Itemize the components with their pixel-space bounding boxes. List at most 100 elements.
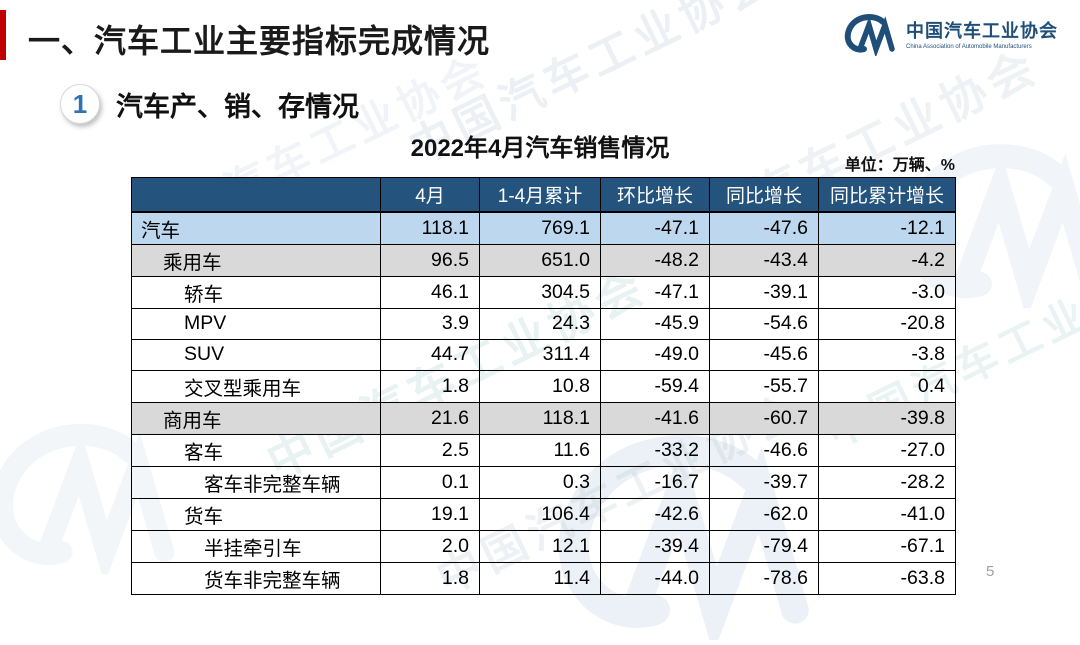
cell-value: -62.0	[709, 497, 819, 531]
page-number: 5	[986, 563, 995, 580]
cell-value: 311.4	[479, 338, 601, 371]
cell-value: 21.6	[380, 401, 480, 435]
table-row: 轿车 46.1 304.5 -47.1 -39.1 -3.0	[131, 275, 956, 309]
caam-logo: 中国汽车工业协会 China Association of Automobile…	[839, 12, 1058, 61]
cell-value: 2.5	[380, 433, 480, 467]
cell-value: 12.1	[479, 529, 601, 563]
table-row: 汽车 118.1 769.1 -47.1 -47.6 -12.1	[131, 211, 956, 245]
cell-value: 118.1	[380, 211, 480, 245]
header-cell	[131, 177, 381, 213]
cell-value: -48.2	[600, 243, 710, 277]
row-label: MPV	[131, 307, 381, 340]
cell-value: -33.2	[600, 433, 710, 467]
cell-value: 106.4	[479, 497, 601, 531]
row-label: 汽车	[131, 211, 381, 245]
table-title: 2022年4月汽车销售情况	[410, 135, 670, 162]
cell-value: 11.4	[479, 561, 601, 595]
cell-value: -46.6	[709, 433, 819, 467]
cell-value: -42.6	[600, 497, 710, 531]
row-label: 商用车	[131, 401, 381, 435]
table-row: 半挂牵引车 2.0 12.1 -39.4 -79.4 -67.1	[131, 529, 956, 563]
logo-name-cn: 中国汽车工业协会	[906, 21, 1058, 42]
row-label: 客车	[131, 433, 381, 467]
table-row: 交叉型乘用车 1.8 10.8 -59.4 -55.7 0.4	[131, 369, 956, 403]
sales-table-header: 4月 1-4月累计 环比增长 同比增长 同比累计增长	[131, 177, 956, 213]
cell-value: 1.8	[380, 369, 480, 403]
header-cell: 环比增长	[600, 177, 710, 213]
slide-root: 一、汽车工业主要指标完成情况 中国汽车工业协会 China Associatio…	[0, 10, 1058, 595]
cell-value: 304.5	[479, 275, 601, 309]
cell-value: -27.0	[818, 433, 956, 467]
table-row: 货车 19.1 106.4 -42.6 -62.0 -41.0	[131, 497, 956, 531]
cell-value: 19.1	[380, 497, 480, 531]
page-title: 一、汽车工业主要指标完成情况	[28, 23, 491, 59]
cell-value: 651.0	[479, 243, 601, 277]
cell-value: -47.6	[709, 211, 819, 245]
cell-value: -4.2	[818, 243, 956, 277]
cell-value: -20.8	[818, 307, 956, 340]
table-row: SUV 44.7 311.4 -49.0 -45.6 -3.8	[131, 338, 956, 371]
red-accent-bar	[0, 10, 6, 60]
cell-value: -43.4	[709, 243, 819, 277]
cell-value: 0.1	[380, 465, 480, 499]
cell-value: -3.8	[818, 338, 956, 371]
header-cell: 4月	[380, 177, 480, 213]
cell-value: 118.1	[479, 401, 601, 435]
unit-label: 单位：万辆、%	[844, 157, 955, 174]
cell-value: 96.5	[380, 243, 480, 277]
table-row: 货车非完整车辆 1.8 11.4 -44.0 -78.6 -63.8	[131, 561, 956, 595]
cell-value: -28.2	[818, 465, 956, 499]
cell-value: -39.7	[709, 465, 819, 499]
cell-value: -12.1	[818, 211, 956, 245]
cell-value: 24.3	[479, 307, 601, 340]
caam-logo-mark-icon	[839, 12, 899, 61]
cell-value: 44.7	[380, 338, 480, 371]
cell-value: -47.1	[600, 275, 710, 309]
cell-value: -41.0	[818, 497, 956, 531]
table-row: 商用车 21.6 118.1 -41.6 -60.7 -39.8	[131, 401, 956, 435]
row-label: 货车非完整车辆	[131, 561, 381, 595]
logo-name-en: China Association of Automobile Manufact…	[906, 44, 1032, 51]
row-label: 客车非完整车辆	[131, 465, 381, 499]
cell-value: -16.7	[600, 465, 710, 499]
cell-value: 3.9	[380, 307, 480, 340]
cell-value: -60.7	[709, 401, 819, 435]
row-label: 轿车	[131, 275, 381, 309]
row-label: 交叉型乘用车	[131, 369, 381, 403]
cell-value: -39.1	[709, 275, 819, 309]
cell-value: 2.0	[380, 529, 480, 563]
table-row: 客车非完整车辆 0.1 0.3 -16.7 -39.7 -28.2	[131, 465, 956, 499]
section-number-badge: 1	[60, 84, 100, 124]
section-title: 汽车产、销、存情况	[116, 91, 359, 122]
cell-value: -44.0	[600, 561, 710, 595]
cell-value: -67.1	[818, 529, 956, 563]
table-row: 客车 2.5 11.6 -33.2 -46.6 -27.0	[131, 433, 956, 467]
cell-value: -3.0	[818, 275, 956, 309]
cell-value: -49.0	[600, 338, 710, 371]
cell-value: -39.8	[818, 401, 956, 435]
cell-value: 10.8	[479, 369, 601, 403]
sales-table: 4月 1-4月累计 环比增长 同比增长 同比累计增长 汽车 118.1 769.1 -47.1…	[131, 177, 956, 595]
cell-value: -45.6	[709, 338, 819, 371]
header-cell: 同比增长	[709, 177, 819, 213]
cell-value: -59.4	[600, 369, 710, 403]
sales-table-body: 汽车 118.1 769.1 -47.1 -47.6 -12.1 乘用车 96.5 651.0-…	[131, 211, 956, 595]
cell-value: -63.8	[818, 561, 956, 595]
cell-value: -55.7	[709, 369, 819, 403]
cell-value: -78.6	[709, 561, 819, 595]
cell-value: 11.6	[479, 433, 601, 467]
cell-value: -79.4	[709, 529, 819, 563]
row-label: SUV	[131, 338, 381, 371]
cell-value: -41.6	[600, 401, 710, 435]
cell-value: 0.4	[818, 369, 956, 403]
cell-value: 769.1	[479, 211, 601, 245]
table-row: MPV 3.9 24.3 -45.9 -54.6 -20.8	[131, 307, 956, 340]
section-heading: 1 汽车产、销、存情况	[60, 84, 359, 124]
cell-value: -39.4	[600, 529, 710, 563]
header-cell: 1-4月累计	[479, 177, 601, 213]
cell-value: 1.8	[380, 561, 480, 595]
table-row: 乘用车 96.5 651.0 -48.2 -43.4 -4.2	[131, 243, 956, 277]
cell-value: -45.9	[600, 307, 710, 340]
cell-value: -47.1	[600, 211, 710, 245]
row-label: 货车	[131, 497, 381, 531]
